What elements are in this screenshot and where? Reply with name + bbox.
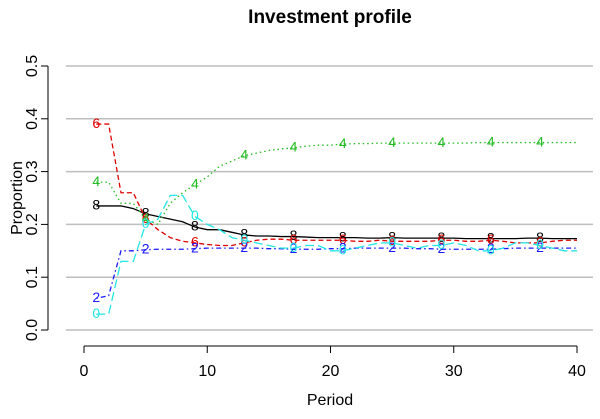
point-marker: 4 <box>92 173 100 189</box>
point-marker: 0 <box>487 242 495 258</box>
x-tick-label: 30 <box>445 363 463 380</box>
point-marker: 6 <box>388 232 396 248</box>
point-marker: 4 <box>388 134 396 150</box>
point-marker: 8 <box>388 228 396 244</box>
point-marker: 0 <box>536 236 544 252</box>
point-marker: 0 <box>240 231 248 247</box>
point-marker: 2 <box>92 289 100 305</box>
point-marker: 6 <box>92 115 100 131</box>
series-line <box>96 123 577 247</box>
point-marker: 4 <box>191 176 199 192</box>
point-marker: 6 <box>191 234 199 250</box>
point-marker: 4 <box>339 135 347 151</box>
point-marker: 6 <box>487 231 495 247</box>
x-tick-label: 20 <box>322 363 340 380</box>
point-marker: 0 <box>438 236 446 252</box>
point-marker: 4 <box>536 133 544 149</box>
point-marker: 2 <box>240 239 248 255</box>
x-tick-label: 0 <box>80 363 89 380</box>
point-marker: 0 <box>92 305 100 321</box>
point-marker: 4 <box>290 139 298 155</box>
y-tick-label: 0.4 <box>24 108 41 130</box>
series-line <box>96 247 577 299</box>
point-marker: 6 <box>240 234 248 250</box>
y-tick-label: 0.3 <box>24 160 41 182</box>
series-line <box>96 194 577 315</box>
point-marker: 6 <box>142 210 150 226</box>
point-marker: 0 <box>142 215 150 231</box>
x-tick-label: 10 <box>198 363 216 380</box>
series-line <box>96 141 577 226</box>
chart-title: Investment profile <box>248 7 412 28</box>
point-marker: 6 <box>290 231 298 247</box>
point-marker: 2 <box>536 239 544 255</box>
y-tick-label: 0.5 <box>24 55 41 77</box>
point-marker: 0 <box>388 234 396 250</box>
point-marker: 2 <box>339 239 347 255</box>
x-tick-label: 40 <box>568 363 586 380</box>
x-axis-label: Period <box>307 392 353 409</box>
point-marker: 8 <box>290 227 298 243</box>
point-marker: 2 <box>388 239 396 255</box>
point-marker: 6 <box>438 231 446 247</box>
point-marker: 2 <box>191 239 199 255</box>
y-tick-label: 0.2 <box>24 213 41 235</box>
point-marker: 4 <box>438 134 446 150</box>
point-marker: 6 <box>339 231 347 247</box>
point-marker: 4 <box>240 146 248 162</box>
point-marker: 8 <box>191 218 199 234</box>
point-marker: 8 <box>240 226 248 242</box>
point-marker: 0 <box>191 207 199 223</box>
point-marker: 0 <box>339 242 347 258</box>
y-tick-label: 0.1 <box>24 266 41 288</box>
series-line <box>96 205 577 240</box>
point-marker: 6 <box>536 234 544 250</box>
point-marker: 8 <box>142 205 150 221</box>
point-marker: 4 <box>487 133 495 149</box>
point-marker: 4 <box>142 210 150 226</box>
point-marker: 2 <box>487 240 495 256</box>
point-marker: 2 <box>142 240 150 256</box>
point-marker: 8 <box>438 229 446 245</box>
point-marker: 2 <box>438 240 446 256</box>
y-axis-label: Proportion <box>9 161 26 235</box>
point-marker: 8 <box>487 229 495 245</box>
y-tick-label: 0.0 <box>24 319 41 341</box>
point-marker: 8 <box>536 229 544 245</box>
point-marker: 8 <box>339 228 347 244</box>
point-marker: 0 <box>290 239 298 255</box>
point-marker: 8 <box>92 197 100 213</box>
